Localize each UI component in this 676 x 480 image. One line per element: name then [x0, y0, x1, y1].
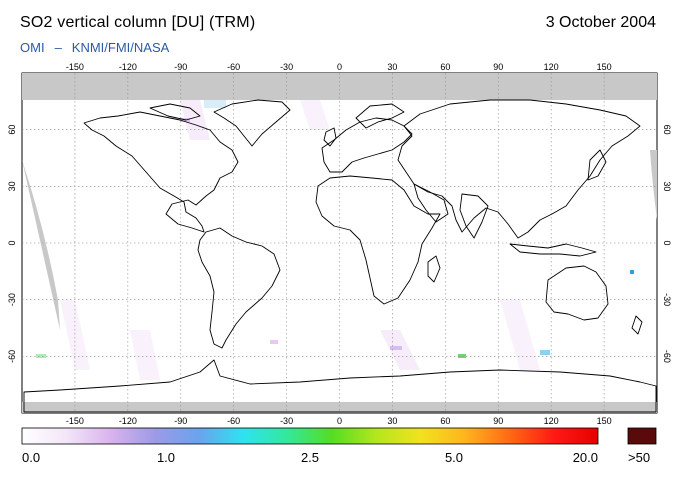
coast-antarctica	[23, 359, 657, 413]
coast-south-america	[197, 227, 281, 349]
lon-tick-top: -30	[280, 62, 293, 72]
lon-tick-top: 150	[597, 62, 612, 72]
lat-tick-right: -60	[662, 350, 672, 363]
coast-africa	[315, 175, 441, 305]
lon-tick-bottom: -60	[227, 416, 240, 426]
source-credit: OMI – KNMI/FMI/NASA	[20, 40, 169, 55]
latitude-labels-left: 60 30 0 -30 -60	[7, 125, 17, 363]
coast-europe	[321, 117, 413, 173]
colorbar-overflow-label: >50	[628, 450, 650, 465]
lat-tick-left: -60	[7, 350, 17, 363]
source-agencies: KNMI/FMI/NASA	[71, 40, 170, 55]
lon-tick-top: -150	[66, 62, 84, 72]
coast-japan	[587, 149, 607, 181]
coast-australia	[545, 265, 609, 321]
colorbar-label: 1.0	[157, 450, 175, 465]
lon-tick-top: 60	[440, 62, 450, 72]
lon-tick-bottom: -120	[119, 416, 137, 426]
lon-tick-bottom: 0	[337, 416, 342, 426]
colorbar: 0.0 1.0 2.5 5.0 20.0 >50	[21, 427, 657, 465]
lon-tick-bottom: -90	[174, 416, 187, 426]
lon-tick-top: -120	[119, 62, 137, 72]
lon-tick-top: 0	[337, 62, 342, 72]
lat-tick-left: 30	[7, 181, 17, 191]
lat-tick-left: 60	[7, 125, 17, 135]
lon-tick-top: 30	[387, 62, 397, 72]
lon-tick-top: 90	[493, 62, 503, 72]
no-data-orbit-gap-east	[650, 150, 657, 220]
lon-tick-bottom: 150	[597, 416, 612, 426]
coast-madagascar	[427, 255, 441, 283]
lon-tick-bottom: 30	[387, 416, 397, 426]
colorbar-overflow-swatch	[627, 427, 657, 445]
lon-tick-bottom: -30	[280, 416, 293, 426]
lat-tick-right: 0	[662, 240, 672, 245]
lat-tick-right: 60	[662, 125, 672, 135]
coast-north-america	[83, 111, 239, 233]
coast-new-zealand	[631, 315, 643, 335]
coast-greenland	[213, 99, 291, 147]
latitude-labels-right: 60 30 0 -30 -60	[662, 125, 672, 363]
lat-tick-right: -30	[662, 293, 672, 306]
lon-tick-bottom: 90	[493, 416, 503, 426]
lon-tick-top: -90	[174, 62, 187, 72]
graticule	[22, 73, 657, 413]
coast-canadian-arctic	[149, 103, 201, 121]
colorbar-label: 0.0	[22, 450, 40, 465]
lat-tick-right: 30	[662, 181, 672, 191]
source-separator: –	[54, 40, 62, 55]
map-data-layer	[22, 73, 657, 413]
source-instrument: OMI	[20, 40, 45, 55]
lon-tick-bottom: 120	[544, 416, 559, 426]
coast-british-isles	[323, 127, 337, 147]
longitude-labels-bottom: -150 -120 -90 -60 -30 0 30 60 90 120 150	[66, 416, 612, 426]
lat-tick-left: 0	[7, 240, 17, 245]
colorbar-labels: 0.0 1.0 2.5 5.0 20.0	[22, 450, 598, 465]
colorbar-label: 2.5	[301, 450, 319, 465]
lon-tick-top: 120	[544, 62, 559, 72]
colorbar-label: 5.0	[445, 450, 463, 465]
map-title: SO2 vertical column [DU] (TRM)	[20, 14, 256, 31]
lat-tick-left: -30	[7, 293, 17, 306]
so2-noise-field	[60, 100, 540, 380]
coast-india	[459, 193, 489, 239]
lon-tick-top: -60	[227, 62, 240, 72]
map-panel: -150 -120 -90 -60 -30 0 30 60 90 120 150 -150 -120-…	[7, 62, 672, 426]
coast-indonesia	[509, 243, 597, 257]
longitude-labels-top: -150 -120 -90 -60 -30 0 30 60 90 120 150	[66, 62, 612, 72]
coast-arabia	[413, 183, 449, 223]
coast-scandinavia	[355, 103, 405, 129]
lon-tick-bottom: 60	[440, 416, 450, 426]
lon-tick-bottom: -150	[66, 416, 84, 426]
colorbar-label: 20.0	[573, 450, 598, 465]
coastlines	[23, 99, 657, 413]
no-data-antarctic	[22, 402, 657, 413]
map-date: 3 October 2004	[545, 14, 656, 31]
colorbar-scale	[21, 427, 599, 445]
